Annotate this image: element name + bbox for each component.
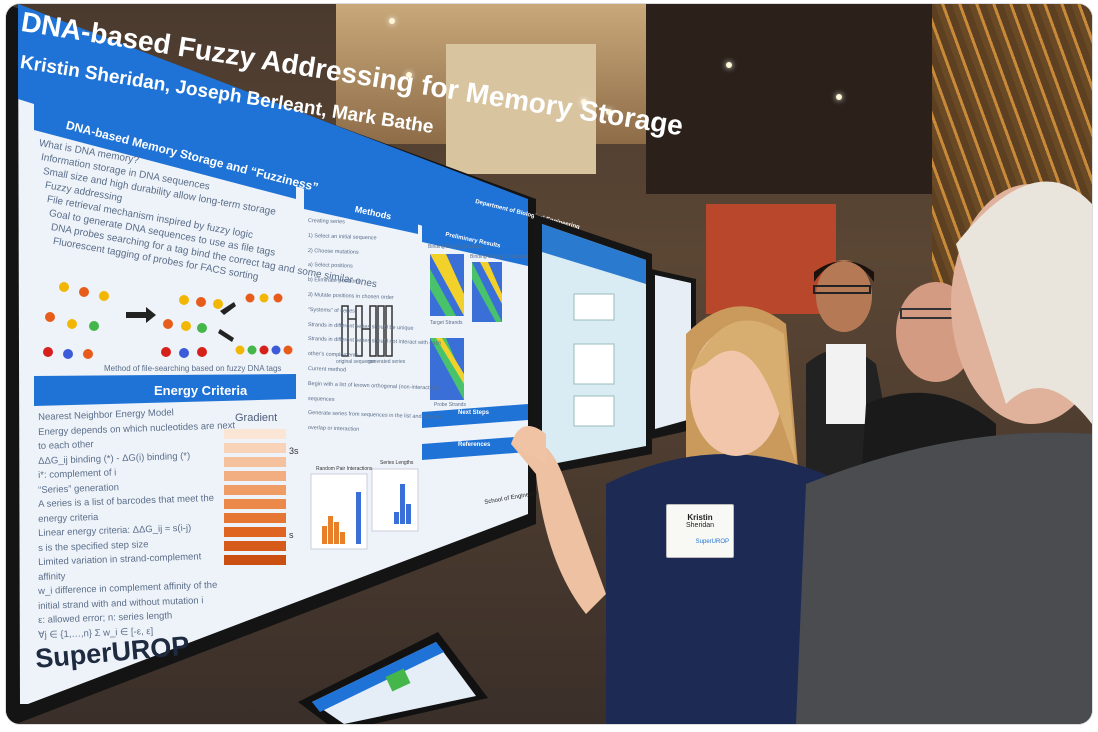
badge-surname: Sheridan — [685, 522, 715, 529]
tablet-device — [298, 632, 488, 724]
gradient-top-label: 3s — [289, 446, 299, 456]
prelim-label-crossover: Binding Energy Crossover — [470, 254, 529, 260]
energy-gradient-figure — [224, 429, 286, 565]
poster-screen — [6, 4, 536, 724]
methods-strand-diagram — [341, 305, 393, 357]
third-poster-monitor — [651, 269, 696, 439]
section2-title: Energy Criteria — [154, 383, 248, 398]
badge-name: Kristin — [687, 513, 713, 522]
photo-frame: DNA-based Fuzzy Addressing for Memory St… — [6, 4, 1092, 724]
prelim-label-target: Target Strands — [430, 320, 463, 326]
ceiling-light — [406, 72, 412, 78]
poster-monitor: DNA-based Fuzzy Addressing for Memory St… — [6, 4, 685, 724]
ceiling-light — [581, 99, 587, 105]
fuzzy-tags-figure — [43, 282, 293, 359]
heatmap-figures — [430, 254, 502, 400]
ceiling-light — [606, 109, 612, 115]
prelim-header-bg — [422, 224, 528, 266]
foreground-man — [796, 181, 1092, 724]
next-steps-header-bg — [422, 404, 528, 428]
references-header-bg — [422, 436, 528, 460]
references-title: References — [458, 442, 491, 448]
section1-header-bg — [34, 102, 296, 199]
ceiling-light — [726, 62, 732, 68]
second-poster-monitor — [534, 214, 652, 474]
methods-fig-label-series: generated series — [368, 359, 406, 365]
gradient-bottom-label: s — [289, 530, 294, 540]
ceiling-skylight — [646, 4, 946, 194]
section2-header-bg — [34, 374, 296, 406]
orange-wall-panel — [706, 204, 836, 314]
prelim-label-gradient: Binding Energy Gradient — [428, 244, 483, 250]
wall-panel — [446, 44, 596, 174]
hist-label-random: Random Pair Interactions — [316, 466, 373, 472]
ceiling-light — [836, 94, 842, 100]
name-badge: Kristin Sheridan SuperUROP — [666, 504, 734, 558]
people-layer — [511, 181, 1092, 724]
figure-caption: Method of file-searching based on fuzzy … — [104, 364, 282, 373]
methods-fig-label-original: original sequence — [336, 359, 376, 365]
methods-header-bg — [304, 189, 418, 234]
title-banner — [18, 4, 528, 259]
next-steps-title: Next Steps — [458, 410, 490, 416]
gradient-label: Gradient — [235, 412, 278, 424]
prelim-label-probe: Probe Strands — [434, 402, 466, 408]
hist-label-series: Series Lengths — [380, 460, 414, 466]
histogram-figures — [310, 468, 419, 550]
badge-program: SuperUROP — [695, 539, 729, 545]
ceiling-light — [389, 18, 395, 24]
